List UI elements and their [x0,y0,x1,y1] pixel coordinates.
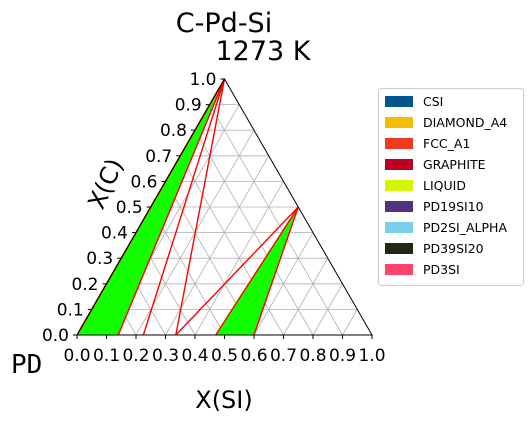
legend-label-0: CSI [423,94,443,109]
phase-region-1 [77,322,92,335]
grid-line-z-9 [209,104,343,336]
legend: CSI DIAMOND_A4 FCC_A1 GRAPHITE LIQUID PD19SI1… [378,88,524,286]
x-tick-label-2: 0.2 [122,346,149,366]
grid-line-z-7 [179,155,284,336]
x-tick-label-4: 0.4 [181,346,208,366]
tie-line-6 [215,206,299,336]
legend-swatch-4 [385,180,413,191]
x-tick-label-1: 0.1 [93,346,120,366]
tie-line-3 [142,78,226,336]
y-tick-label-0: 0.0 [42,326,69,346]
legend-label-1: DIAMOND_A4 [423,115,507,130]
y-tick-label-4: 0.4 [101,224,128,244]
legend-swatch-0 [385,96,413,107]
x-tick-label-6: 0.6 [240,346,267,366]
legend-label-8: PD3SI [423,262,460,277]
x-tick-label-3: 0.3 [152,346,179,366]
y-tick-label-10: 1.0 [189,70,216,90]
y-tick-label-8: 0.8 [160,121,187,141]
x-axis-label: X(SI) [195,386,252,414]
legend-swatch-5 [385,201,413,212]
y-tick-label-7: 0.7 [145,147,172,167]
corner-label-pd: PD [11,350,42,380]
legend-swatch-3 [385,159,413,170]
legend-label-3: GRAPHITE [423,157,486,172]
legend-swatch-7 [385,243,413,254]
legend-label-6: PD2SI_ALPHA [423,220,507,235]
x-tick-label-0: 0.0 [63,346,90,366]
chart-subtitle: 1273 K [215,36,311,67]
tie-line-7 [253,206,299,336]
plot-area: 0.0 0.1 0.2 0.3 0.4 0.5 0.6 0.7 0.8 0.9 1.00.00.10… [42,70,386,366]
tie-line-4 [175,78,226,336]
tie-line-5 [175,206,299,336]
legend-label-2: FCC_A1 [423,136,470,151]
legend-swatch-6 [385,222,413,233]
legend-swatch-1 [385,117,413,128]
grid-line-z-8 [194,130,314,336]
y-tick-label-3: 0.3 [86,249,113,269]
y-tick-label-2: 0.2 [71,275,98,295]
grid-line-x-7 [283,258,329,336]
y-tick-label-9: 0.9 [175,96,202,116]
legend-swatch-8 [385,264,413,275]
y-tick-label-1: 0.1 [57,300,84,320]
x-tick-label-9: 0.9 [329,346,356,366]
x-tick-label-5: 0.5 [211,346,238,366]
x-tick-label-8: 0.8 [299,346,326,366]
y-tick-label-6: 0.6 [130,172,157,192]
legend-swatch-2 [385,138,413,149]
y-tick-label-5: 0.5 [116,198,143,218]
legend-label-4: LIQUID [423,178,466,193]
x-tick-label-10: 1.0 [358,346,385,366]
grid-line-x-3 [165,155,270,336]
grid-line-x-9 [342,309,358,336]
legend-frame [378,88,524,286]
tie-line-2 [117,78,226,336]
x-tick-label-7: 0.7 [270,346,297,366]
legend-label-7: PD39SI20 [423,241,484,256]
legend-label-5: PD19SI10 [423,199,484,214]
chart-title: C-Pd-Si [176,8,272,39]
